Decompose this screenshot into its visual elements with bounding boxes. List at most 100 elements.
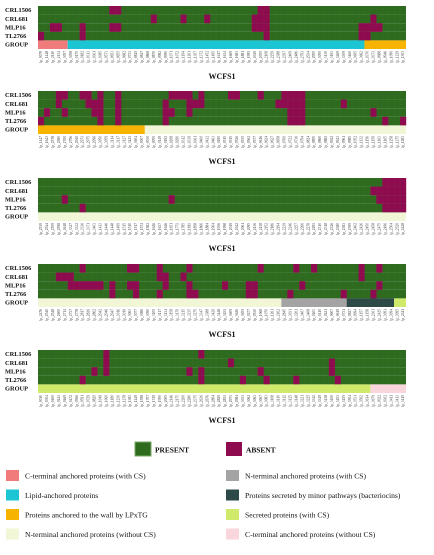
absent-cell bbox=[198, 99, 205, 109]
absent-cell bbox=[299, 91, 306, 100]
x-tick-label: lp_1449 bbox=[134, 395, 138, 407]
absent-cell bbox=[79, 23, 86, 32]
absent-cell bbox=[251, 23, 258, 32]
x-tick-label: lp_1372 bbox=[199, 51, 203, 63]
x-tick-label: lp_3429 bbox=[211, 309, 215, 321]
x-tick-label: lp_2973 bbox=[81, 136, 85, 148]
absent-cell bbox=[376, 195, 383, 204]
x-tick-label: lp_1070 bbox=[265, 309, 269, 321]
present-row bbox=[38, 195, 406, 204]
x-tick-label: lp_3626 bbox=[235, 309, 239, 321]
group-label: GROUP bbox=[5, 214, 28, 221]
x-tick-label: lp_2246 bbox=[288, 223, 292, 235]
absent-cell bbox=[79, 31, 86, 41]
x-tick-label: lp_2186 bbox=[271, 223, 275, 235]
x-axis-title: WCFS1 bbox=[208, 244, 235, 253]
absent-cell bbox=[382, 195, 389, 204]
absent-cell bbox=[281, 91, 288, 100]
x-tick-label: lp_0868 bbox=[146, 51, 150, 63]
x-tick-label: lp_3059 bbox=[104, 136, 108, 148]
absent-cell bbox=[334, 375, 341, 385]
absent-cell bbox=[376, 186, 383, 196]
row-label: CRL1506 bbox=[5, 351, 32, 358]
absent-cell bbox=[103, 358, 110, 368]
x-tick-label: lp_3438 bbox=[324, 395, 328, 407]
absent-cell bbox=[192, 289, 199, 299]
x-tick-label: lp_1180 bbox=[110, 395, 114, 407]
absent-cell bbox=[370, 23, 377, 32]
absent-cell bbox=[358, 23, 365, 32]
x-tick-label: lp_2504 bbox=[389, 223, 393, 235]
x-tick-label: lp_1634 bbox=[223, 51, 227, 63]
x-tick-label: lp_0055 bbox=[152, 136, 156, 148]
x-tick-label: lp_2402 bbox=[354, 223, 358, 235]
x-tick-label: lp_3215 bbox=[182, 309, 186, 321]
row-label: TL2766 bbox=[5, 377, 27, 384]
absent-cell bbox=[79, 281, 86, 290]
x-tick-label: lp_3033 bbox=[241, 395, 245, 407]
x-tick-label: lp_0847 bbox=[140, 51, 144, 63]
absent-cell bbox=[156, 272, 163, 282]
absent-cell bbox=[115, 91, 122, 100]
x-tick-label: lp_2578 bbox=[51, 136, 55, 148]
x-tick-label: lp_1283 bbox=[401, 136, 405, 148]
x-tick-label: lp_2110 bbox=[51, 51, 55, 63]
x-tick-label: lp_1278 bbox=[122, 395, 126, 407]
group-label: GROUP bbox=[5, 300, 28, 307]
x-tick-label: lp_3327 bbox=[69, 223, 73, 235]
x-tick-label: lp_0149 bbox=[158, 136, 162, 148]
absent-cell bbox=[293, 91, 300, 100]
x-tick-label: lp_3221 bbox=[300, 395, 304, 407]
group-segment bbox=[144, 125, 406, 134]
x-tick-label: lp_2301 bbox=[372, 309, 376, 321]
absent-cell bbox=[311, 264, 318, 273]
absent-cell bbox=[55, 272, 62, 282]
x-tick-label: lp_2280 bbox=[188, 395, 192, 407]
x-tick-label: lp_2676 bbox=[205, 395, 209, 407]
present-key-swatch bbox=[134, 441, 152, 457]
absent-cell bbox=[370, 108, 377, 117]
legend-swatch bbox=[6, 489, 19, 501]
x-tick-label: lp_0616 bbox=[259, 136, 263, 148]
absent-cell bbox=[156, 289, 163, 299]
absent-cell bbox=[251, 14, 258, 24]
x-tick-label: lp_0515 bbox=[229, 136, 233, 148]
absent-cell bbox=[162, 272, 169, 282]
x-tick-label: lp_2934 bbox=[306, 51, 310, 63]
row-label: CRL1506 bbox=[5, 179, 32, 186]
absent-cell bbox=[364, 31, 371, 41]
present-row bbox=[38, 31, 406, 41]
absent-cell bbox=[127, 281, 134, 290]
x-tick-label: lp_3083 bbox=[265, 395, 269, 407]
x-tick-label: lp_2375 bbox=[193, 395, 197, 407]
x-tick-label: lp_2458 bbox=[372, 223, 376, 235]
legend-swatch bbox=[6, 470, 19, 481]
absent-cell bbox=[198, 91, 205, 100]
x-tick-label: lp_3063 bbox=[253, 395, 257, 407]
absent-cell bbox=[257, 264, 264, 273]
legend-label: Secreted proteins (with CS) bbox=[245, 511, 330, 520]
x-tick-label: lp_2397 bbox=[283, 51, 287, 63]
present-row bbox=[38, 203, 406, 213]
x-tick-label: lp_0007 bbox=[140, 136, 144, 148]
row-label: CRL681 bbox=[5, 360, 28, 367]
absent-cell bbox=[55, 91, 62, 100]
absent-cell bbox=[299, 99, 306, 109]
x-tick-label: lp_2559 bbox=[51, 223, 55, 235]
absent-cell bbox=[263, 6, 270, 15]
x-tick-label: lp_2996 bbox=[93, 136, 97, 148]
absent-cell bbox=[239, 375, 246, 385]
absent-cell bbox=[328, 367, 335, 376]
present-row bbox=[38, 367, 406, 376]
x-tick-label: lp_3614 bbox=[366, 395, 370, 407]
x-tick-label: lp_2259 bbox=[271, 51, 275, 63]
group-segment bbox=[281, 298, 347, 307]
legend-label: C-terminal anchored proteins (with CS) bbox=[25, 472, 146, 481]
x-tick-label: lp_1072 bbox=[176, 51, 180, 63]
x-tick-label: lp_0312 bbox=[182, 136, 186, 148]
x-tick-label: lp_2984 bbox=[235, 395, 239, 407]
group-segment bbox=[364, 40, 406, 49]
x-tick-label: lp_2108 bbox=[265, 51, 269, 63]
absent-cell bbox=[43, 108, 51, 117]
x-tick-label: lp_1156 bbox=[366, 136, 370, 148]
